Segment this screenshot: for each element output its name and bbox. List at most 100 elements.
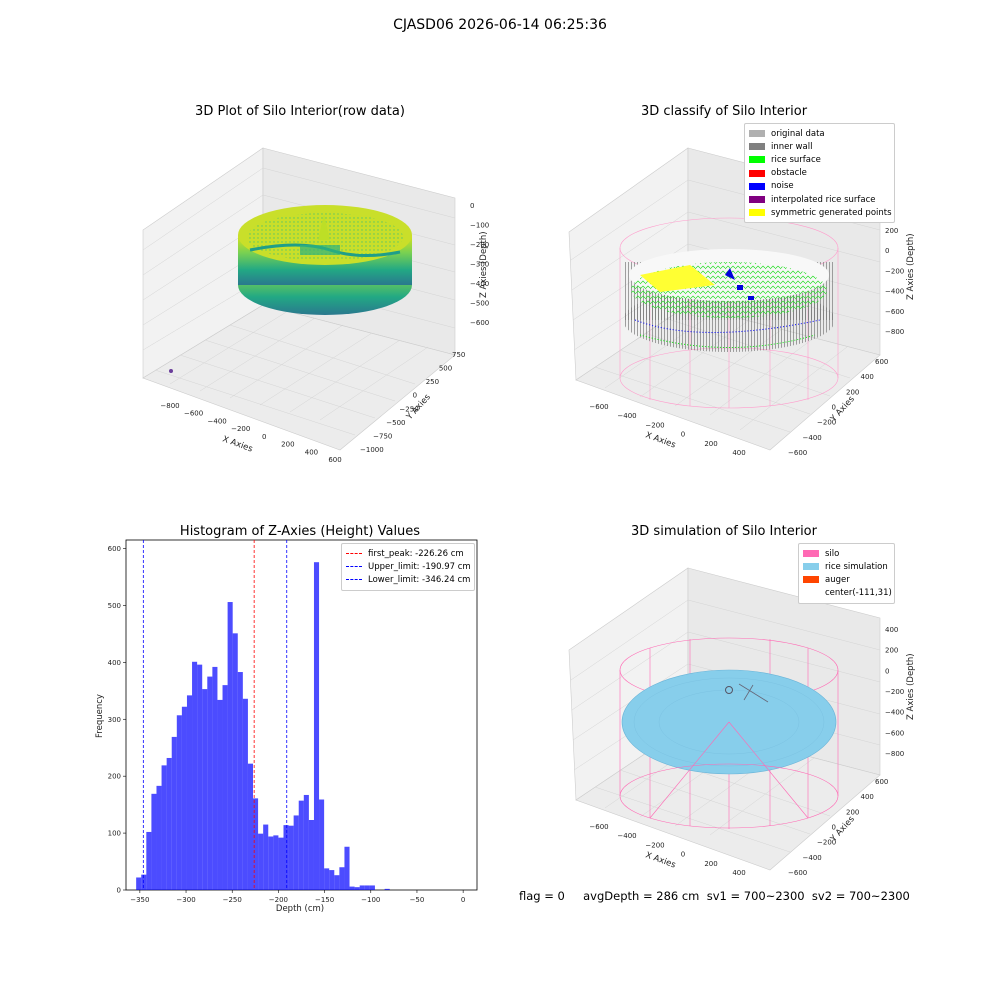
histogram-y-tick-label: 100 <box>108 830 121 838</box>
histogram-bars <box>136 562 390 890</box>
simulation-x-tick: −400 <box>617 832 636 840</box>
raw-y-tick: 0 <box>413 392 417 400</box>
legend-dash-swatch <box>346 566 362 568</box>
histogram-x-ticks: −350 −300 −250 −200 −150 −100 −50 0 <box>130 890 465 904</box>
histogram-bar <box>176 715 182 890</box>
simulation-z-tick: 400 <box>885 626 898 634</box>
histogram-x-tick-label: −250 <box>223 896 242 904</box>
histogram-bar <box>298 800 304 890</box>
histogram-bar <box>247 763 254 890</box>
simulation-x-tick: 400 <box>732 869 745 877</box>
histogram-x-tick-label: −50 <box>410 896 425 904</box>
histogram-bar <box>364 885 370 890</box>
classify-x-ticks: −600 −400 −200 0 200 400 <box>589 403 745 457</box>
histogram-bar <box>161 765 167 890</box>
histogram-x-tick-label: 0 <box>461 896 465 904</box>
raw-y-tick: 500 <box>439 365 452 373</box>
classify-x-tick: −400 <box>617 412 636 420</box>
simulation-z-ticks: 400 200 0 −200 −400 −600 −800 <box>885 626 904 758</box>
raw-z-ticks: 0 −100 −200 −300 −400 −500 −600 <box>470 202 489 327</box>
histogram-bar <box>288 825 294 890</box>
simulation-legend-item: auger <box>803 573 890 586</box>
histogram-bar <box>186 695 193 890</box>
simulation-legend-item-label: rice simulation <box>825 561 888 572</box>
histogram-y-tick-label: 500 <box>108 602 121 610</box>
classify-z-tick: 200 <box>885 227 898 235</box>
histogram-y-tick-label: 0 <box>117 887 121 895</box>
simulation-x-tick: 200 <box>704 860 717 868</box>
legend-dash-swatch <box>346 579 362 581</box>
raw-z-label: Z Axies (Depth) <box>479 231 489 298</box>
classify-y-tick: −200 <box>817 419 836 427</box>
histogram-bar <box>344 846 350 890</box>
histogram-bar <box>156 785 162 890</box>
simulation-plot-title: 3D simulation of Silo Interior <box>631 524 817 539</box>
histogram-y-tick-label: 600 <box>108 545 121 553</box>
histogram-bar <box>192 661 198 890</box>
histogram-x-label: Depth (cm) <box>276 904 324 914</box>
classify-legend-item: original data <box>749 127 890 140</box>
simulation-silo-bottom <box>619 721 839 829</box>
histogram-x-tick-label: −150 <box>315 896 334 904</box>
classify-x-tick: −600 <box>589 403 608 411</box>
raw-y-tick: −1000 <box>360 446 384 454</box>
histogram-bar <box>136 877 142 890</box>
histogram-bar <box>369 885 375 890</box>
classify-y-tick: 600 <box>875 358 888 366</box>
classify-legend-item: interpolated rice surface <box>749 193 890 206</box>
simulation-z-tick: −600 <box>885 729 904 737</box>
histogram-legend-item-label: Upper_limit: -190.97 cm <box>368 561 471 572</box>
histogram-bar <box>308 820 314 890</box>
histogram-bar <box>303 794 309 890</box>
classify-x-label: X Axies <box>644 430 677 450</box>
raw-x-tick: −600 <box>184 410 203 418</box>
histogram-bar <box>151 793 157 890</box>
classify-legend-item-label: original data <box>771 128 825 139</box>
classify-legend-item-label: rice surface <box>771 154 821 165</box>
classify-legend-item: rice surface <box>749 153 890 166</box>
histogram-bar <box>334 875 340 890</box>
histogram-legend: first_peak: -226.26 cm Upper_limit: -190.… <box>341 543 475 591</box>
legend-swatch <box>749 130 765 138</box>
histogram-bar <box>141 874 147 890</box>
simulation-y-tick: −200 <box>817 839 836 847</box>
classify-legend-item-label: interpolated rice surface <box>771 194 876 205</box>
raw-point-cloud <box>169 205 412 373</box>
raw-y-tick: 750 <box>452 351 465 359</box>
histogram-bar <box>349 886 355 890</box>
raw-z-tick: −200 <box>470 241 489 249</box>
legend-swatch <box>803 550 819 558</box>
histogram-bar <box>313 562 320 890</box>
histogram-legend-item: first_peak: -226.26 cm <box>346 547 470 560</box>
raw-x-ticks: −800 −600 −400 −200 0 200 400 600 <box>160 402 341 464</box>
histogram-bar <box>171 736 177 890</box>
classify-legend: original data inner wall rice surface obsta… <box>744 123 895 224</box>
simulation-y-tick: −400 <box>803 854 822 862</box>
histogram-legend-item: Upper_limit: -190.97 cm <box>346 560 471 573</box>
histogram-x-tick-label: −350 <box>130 896 149 904</box>
simulation-z-tick: −200 <box>885 688 904 696</box>
histogram-bar <box>329 870 335 890</box>
raw-y-tick: −500 <box>386 419 405 427</box>
classify-legend-item: symmetric generated points <box>749 206 892 219</box>
simulation-legend-item-label: center(-111,31) <box>825 588 892 599</box>
classify-legend-item-label: symmetric generated points <box>771 207 892 218</box>
classify-x-tick: 400 <box>732 449 745 457</box>
raw-z-tick: −500 <box>470 300 489 308</box>
simulation-y-tick: 0 <box>832 824 836 832</box>
simulation-y-tick: 200 <box>846 808 859 816</box>
histogram-legend-item: Lower_limit: -346.24 cm <box>346 573 470 586</box>
histogram-bar <box>217 699 223 890</box>
raw-z-tick: −300 <box>470 261 489 269</box>
histogram-bar <box>384 888 390 890</box>
simulation-y-tick: 400 <box>861 793 874 801</box>
legend-swatch <box>749 182 765 190</box>
simulation-legend: silo rice simulation auger center(-111,31) <box>798 543 895 604</box>
classify-plot-title: 3D classify of Silo Interior <box>640 104 808 119</box>
classify-x-tick: 0 <box>681 431 685 439</box>
histogram-bar <box>222 685 228 890</box>
histogram-reference-lines <box>142 540 288 890</box>
classify-x-tick: 200 <box>704 440 717 448</box>
histogram-bar <box>258 833 264 890</box>
histogram-bar <box>339 867 345 890</box>
